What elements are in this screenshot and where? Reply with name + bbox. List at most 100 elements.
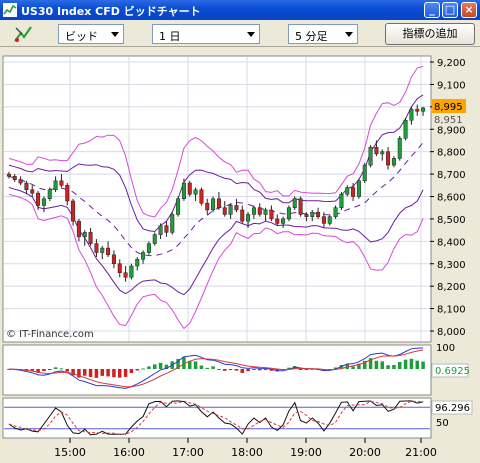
- y-tick-label: 9,200: [437, 58, 466, 69]
- candle-body: [234, 205, 239, 211]
- y-tick-label: 8,100: [437, 305, 466, 316]
- stochastic-d-line: [8, 400, 424, 435]
- stochastic-tick: 50: [436, 418, 449, 429]
- oscillator-bar: [228, 369, 233, 370]
- candle-body: [82, 232, 87, 238]
- candle-body: [286, 207, 291, 220]
- oscillator-bar: [118, 369, 122, 378]
- candle-body: [205, 202, 210, 211]
- oscillator-bar: [123, 369, 128, 377]
- candle-body: [106, 247, 111, 256]
- oscillator-bar: [199, 365, 204, 369]
- add-indicator-button[interactable]: 指標の追加: [385, 23, 475, 45]
- bar-count-select[interactable]: 1 日: [152, 24, 260, 44]
- oscillator-bar: [36, 369, 40, 373]
- candle-body: [333, 207, 338, 217]
- y-tick-label: 8,600: [437, 193, 466, 204]
- y-tick-label: 8,400: [437, 237, 466, 248]
- candle-body: [310, 211, 315, 217]
- candle-body: [146, 243, 151, 253]
- oscillator-bar: [112, 369, 116, 378]
- current-price-box: [432, 99, 466, 113]
- secondary-price-label: 8,951: [434, 115, 463, 126]
- candle-body: [415, 108, 420, 112]
- stochastic-plot: [4, 400, 430, 436]
- minimize-button[interactable]: _: [424, 2, 440, 18]
- candle-body: [36, 192, 41, 206]
- candle-body: [257, 207, 262, 215]
- oscillator-bar: [223, 369, 227, 371]
- chart-tool-icon[interactable]: [13, 24, 33, 44]
- oscillator-bar: [269, 369, 274, 371]
- oscillator-bar: [409, 358, 414, 369]
- outer-band-upper: [8, 65, 424, 218]
- oscillator-bar: [403, 359, 408, 369]
- oscillator-bar: [94, 369, 99, 378]
- candle-body: [211, 198, 216, 211]
- candle-body: [386, 151, 391, 166]
- candle-body: [263, 209, 268, 215]
- title-bar[interactable]: US30 Index CFD ビッドチャート _ □ ×: [0, 0, 480, 20]
- x-tick-label: 16:00: [113, 446, 145, 459]
- chevron-down-icon: [345, 32, 353, 37]
- candle-body: [129, 265, 134, 278]
- oscillator-bar: [386, 365, 390, 369]
- time-axis: 15:00 16:00 17:00 18:00 19:00 20:00 21:00: [54, 438, 437, 459]
- candle-body: [59, 180, 64, 186]
- candle-body: [304, 214, 309, 217]
- candle-body: [281, 218, 286, 224]
- candle-body: [327, 216, 332, 224]
- oscillator-bar: [129, 369, 134, 374]
- candle-body: [30, 189, 35, 194]
- y-tick-label: 8,700: [437, 170, 466, 181]
- oscillator-bar: [30, 369, 34, 371]
- stochastic-value-box: [431, 400, 473, 415]
- candle-body: [170, 214, 175, 233]
- candle-body: [368, 146, 373, 166]
- oscillator-bar: [193, 361, 198, 369]
- oscillator-bar: [141, 368, 145, 370]
- oscillator-bar: [83, 369, 87, 376]
- oscillator-bar: [298, 369, 303, 370]
- oscillator-bar: [234, 369, 239, 371]
- candle-body: [216, 198, 221, 208]
- oscillator-bar: [252, 369, 256, 370]
- oscillator-bar: [351, 366, 355, 369]
- chevron-down-icon: [247, 32, 255, 37]
- oscillator-bar: [357, 363, 361, 369]
- candle-body: [391, 158, 396, 166]
- candle-body: [275, 218, 280, 224]
- close-button[interactable]: ×: [461, 2, 477, 18]
- oscillator-bar: [100, 369, 104, 376]
- oscillator-bar: [287, 367, 291, 369]
- candle-body: [351, 187, 356, 197]
- candle-body: [403, 120, 408, 139]
- oscillator-bar: [304, 369, 309, 370]
- candle-body: [199, 189, 204, 204]
- outer-band-lower: [8, 193, 424, 330]
- toolbar: ビッド 1 日 5 分足 指標の追加: [0, 20, 480, 47]
- stochastic-value: 96.296: [435, 403, 470, 414]
- chart[interactable]: 9,2009,1009,0008,9008,8008,7008,6008,500…: [0, 48, 480, 463]
- oscillator-value-box: [431, 363, 469, 378]
- price-type-value: ビッド: [65, 30, 98, 43]
- candle-body: [18, 179, 23, 184]
- candle-body: [123, 272, 128, 278]
- oscillator-bar: [182, 357, 186, 369]
- candle-body: [76, 220, 81, 238]
- candle-body: [158, 225, 163, 235]
- candle-body: [53, 180, 58, 191]
- candle-body: [222, 207, 227, 215]
- candle-body: [141, 252, 146, 260]
- maximize-button[interactable]: □: [442, 2, 458, 18]
- candle-body: [193, 189, 198, 195]
- y-tick-label: 9,100: [437, 80, 466, 91]
- oscillator-bar: [205, 367, 209, 369]
- x-tick-label: 15:00: [54, 446, 86, 459]
- candle-body: [409, 108, 414, 121]
- timeframe-select[interactable]: 5 分足: [288, 24, 358, 44]
- candle-body: [65, 185, 70, 202]
- price-type-select[interactable]: ビッド: [58, 24, 124, 44]
- current-price-label: 8,995: [434, 102, 463, 113]
